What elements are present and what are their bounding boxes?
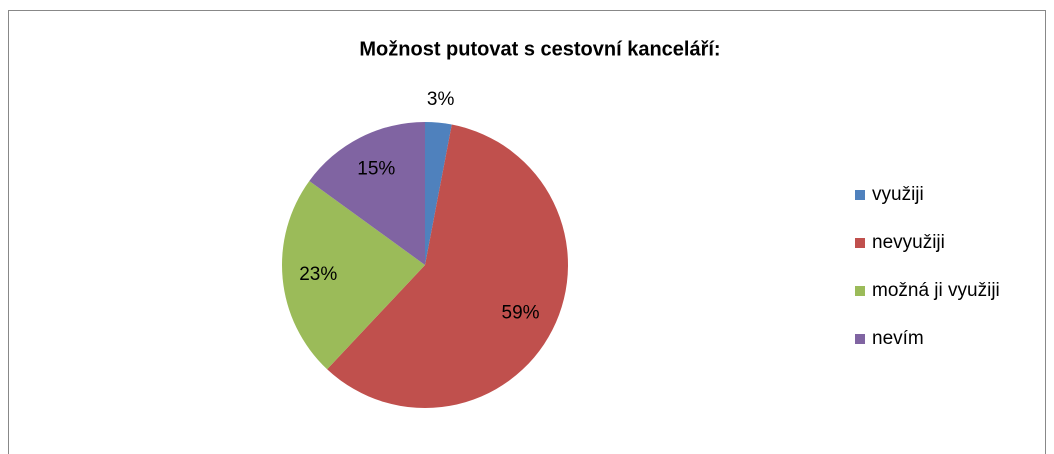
legend-swatch bbox=[855, 286, 865, 296]
legend-label: nevyužiji bbox=[872, 232, 945, 253]
data-label: 3% bbox=[427, 89, 455, 110]
legend-swatch bbox=[855, 334, 865, 344]
data-label: 15% bbox=[357, 158, 395, 179]
legend-label: nevím bbox=[872, 328, 924, 349]
chart-title: Možnost putovat s cestovní kanceláří: bbox=[359, 38, 720, 60]
data-label: 23% bbox=[299, 264, 337, 285]
legend-label: možná ji využiji bbox=[872, 280, 1000, 301]
legend-label: využiji bbox=[872, 184, 924, 205]
pie-slice bbox=[282, 180, 425, 370]
data-label: 59% bbox=[502, 303, 540, 324]
legend-swatch bbox=[855, 238, 865, 248]
pie-slice bbox=[327, 124, 568, 409]
pie-slice bbox=[309, 122, 425, 265]
pie-slice bbox=[425, 122, 452, 265]
legend-swatch bbox=[855, 190, 865, 200]
